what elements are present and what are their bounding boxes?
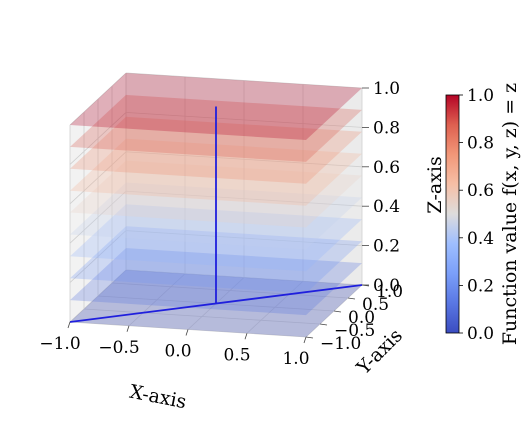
z-tick-label: 1.0: [373, 79, 400, 99]
x-tick-mark: [244, 333, 248, 340]
axis-ticks: −1.0 −0.5 0.0 0.5 1.0−1.0−0.50.00.51.00.00.2…: [39, 79, 403, 369]
x-tick-label: 1.0: [282, 349, 309, 369]
colorbar-label: Function value f(x, y, z) = z: [499, 83, 521, 345]
colorbar-tick-label: 0.0: [467, 324, 494, 344]
z-tick-label: 0.0: [373, 276, 400, 296]
y-tick-mark: [333, 310, 342, 313]
y-tick-mark: [319, 323, 328, 326]
z-tick-label: 0.6: [373, 158, 400, 178]
grid-line: [125, 72, 363, 89]
x-tick-mark: [126, 325, 130, 332]
grid-line: [69, 151, 127, 205]
grid-line: [125, 269, 363, 286]
y-tick-mark: [347, 297, 356, 300]
colorbar-gradient: [445, 94, 460, 334]
colorbar-tick-label: 0.4: [467, 229, 494, 249]
colorbar: 0.0 0.2 0.4 0.6 0.8 1.0 Function value f(x, y…: [445, 83, 521, 345]
data-lines: [69, 106, 363, 323]
x-tick-label: −1.0: [39, 334, 80, 354]
x-tick-mark: [303, 336, 307, 344]
colorbar-tick-label: 0.6: [467, 181, 494, 201]
x-tick-label: 0.0: [164, 342, 191, 362]
colorbar-ticks: 0.0 0.2 0.4 0.6 0.8 1.0: [459, 86, 494, 344]
y-tick-label: 1.0: [376, 282, 403, 302]
grid-line: [83, 308, 321, 325]
grid-line: [69, 72, 127, 126]
y-tick-label: 0.5: [362, 295, 389, 315]
grid-line: [69, 230, 127, 283]
x-tick-mark: [185, 329, 189, 336]
grid-line: [69, 190, 127, 244]
grid-line: [69, 269, 127, 323]
colorbar-tick-label: 0.2: [467, 276, 494, 296]
grid-line: [69, 112, 127, 165]
grid-line: [125, 190, 363, 207]
y-tick-label: 0.0: [348, 308, 375, 328]
z-tick-label: 0.2: [373, 237, 400, 257]
x-tick-mark: [67, 321, 71, 329]
z-axis-label: Z-axis: [424, 156, 446, 214]
y-tick-label: −0.5: [334, 321, 375, 341]
x-tick-label: −0.5: [98, 338, 139, 358]
grid-line: [125, 112, 363, 128]
y-tick-label: −1.0: [320, 334, 361, 354]
z-tick-label: 0.4: [373, 197, 400, 217]
z-tick-label: 0.8: [373, 118, 400, 138]
colorbar-tick-label: 1.0: [467, 86, 494, 106]
axes-grid: [69, 72, 363, 338]
grid-line: [125, 151, 363, 168]
grid-line: [111, 282, 349, 299]
x-axis-label: X-axis: [128, 381, 188, 413]
x-tick-label: 0.5: [223, 345, 250, 365]
colorbar-tick-label: 0.8: [467, 134, 494, 154]
grid-line: [125, 230, 363, 246]
y-tick-mark: [305, 336, 314, 339]
